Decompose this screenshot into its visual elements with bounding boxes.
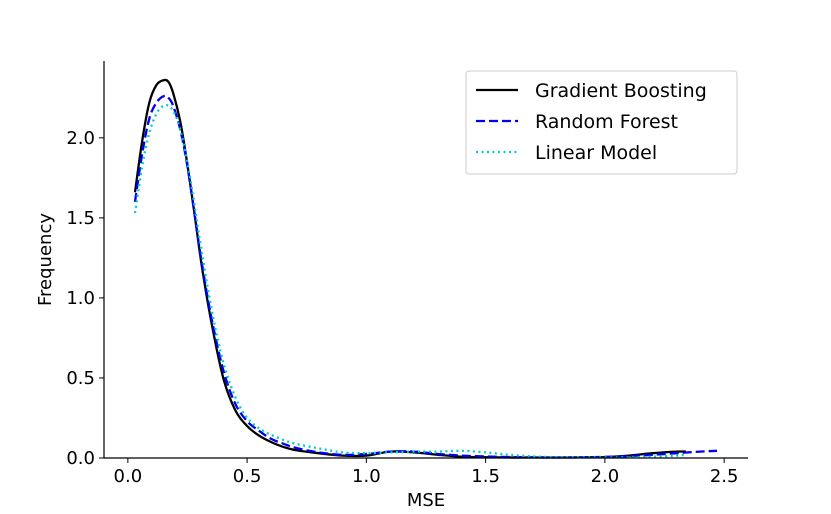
series-line-random-forest [133, 94, 718, 459]
legend-box [465, 70, 738, 175]
x-tick-label: 1.0 [352, 466, 381, 487]
y-ticks: 0.0 0.5 1.0 1.5 2.0 [66, 128, 104, 469]
x-axis-title: MSE [407, 490, 445, 511]
y-tick-label: 0.5 [66, 368, 95, 389]
x-tick-label: 1.5 [471, 466, 500, 487]
x-tick-label: 0.0 [114, 466, 143, 487]
x-tick-label: 2.0 [591, 466, 620, 487]
y-tick-label: 0.0 [66, 448, 95, 469]
axes [103, 61, 748, 459]
y-tick-label: 1.0 [66, 288, 95, 309]
y-tick-label: 1.5 [66, 208, 95, 229]
x-tick-label: 2.5 [710, 466, 739, 487]
legend-label: Random Forest [535, 111, 678, 133]
x-ticks: 0.0 0.5 1.0 1.5 2.0 2.5 [114, 458, 739, 487]
legend-label: Linear Model [535, 142, 657, 164]
legend-label: Gradient Boosting [535, 80, 707, 102]
y-axis-title: Frequency [35, 213, 56, 306]
y-tick-label: 2.0 [66, 128, 95, 149]
x-tick-label: 0.5 [233, 466, 262, 487]
legend: Gradient Boosting Random Forest Linear Mod… [465, 70, 738, 175]
